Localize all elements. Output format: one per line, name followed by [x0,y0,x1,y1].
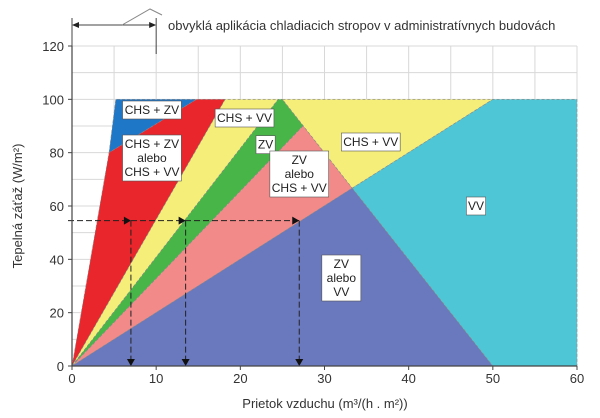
region-label: CHS + VV [217,111,272,125]
region-label-box [122,100,182,120]
region-label: alebo [327,271,357,285]
x-tick-label: 40 [401,371,415,386]
y-tick-label: 80 [50,146,64,161]
x-tick-label: 50 [486,371,500,386]
x-tick-label: 0 [68,371,75,386]
y-axis-label: Tepelná záťaž (W/m²) [10,144,25,269]
region-label: CHS + ZV [125,137,179,151]
region-label-box [269,150,329,198]
region-label: VV [468,199,484,213]
arrow-right-icon [292,216,300,225]
top-annotation: obvyklá aplikácia chladiacich stropov v … [71,8,555,54]
arrow-right-icon [178,216,186,225]
x-tick-label: 10 [149,371,163,386]
y-tick-label: 20 [50,306,64,321]
y-tick-label: 40 [50,252,64,267]
region-label: CHS + VV [124,165,179,179]
region-label-box [466,196,486,216]
y-tick-label: 100 [42,92,64,107]
annotation-text: obvyklá aplikácia chladiacich stropov v … [168,18,555,33]
y-tick-label: 0 [57,359,64,374]
region-label: VV [333,285,349,299]
axes: 0 10 20 30 40 50 60 0 20 40 60 80 100 120 [42,39,584,386]
region-label: alebo [285,167,315,181]
x-tick-label: 20 [233,371,247,386]
region-label: CHS + ZV [125,103,179,117]
y-tick-label: 60 [50,199,64,214]
region-label-box [214,108,275,128]
annotation-leader [121,8,163,26]
arrow-down-icon [181,359,190,366]
region-label: alebo [137,151,167,165]
arrow-left-icon [72,22,79,28]
arrow-down-icon [295,359,304,366]
x-tick-label: 30 [317,371,331,386]
region-label-box [255,135,276,154]
y-tick-label: 120 [42,39,64,54]
region-label-box [321,254,362,302]
x-axis-label: Prietok vzduchu (m³/(h . m²)) [242,396,407,411]
region-label: CHS + VV [272,181,327,195]
guide-lines [68,216,304,366]
x-tick-label: 60 [570,371,584,386]
region-label: ZV [334,257,349,271]
arrow-right-icon [149,22,157,28]
arrow-down-icon [126,359,135,366]
region-label: ZV [258,138,273,152]
region-label: ZV [292,153,307,167]
region-7 [351,99,578,367]
region-label-box [341,132,401,152]
region-label: CHS + VV [343,135,398,149]
region-label-box [122,134,182,182]
arrow-right-icon [123,216,131,225]
